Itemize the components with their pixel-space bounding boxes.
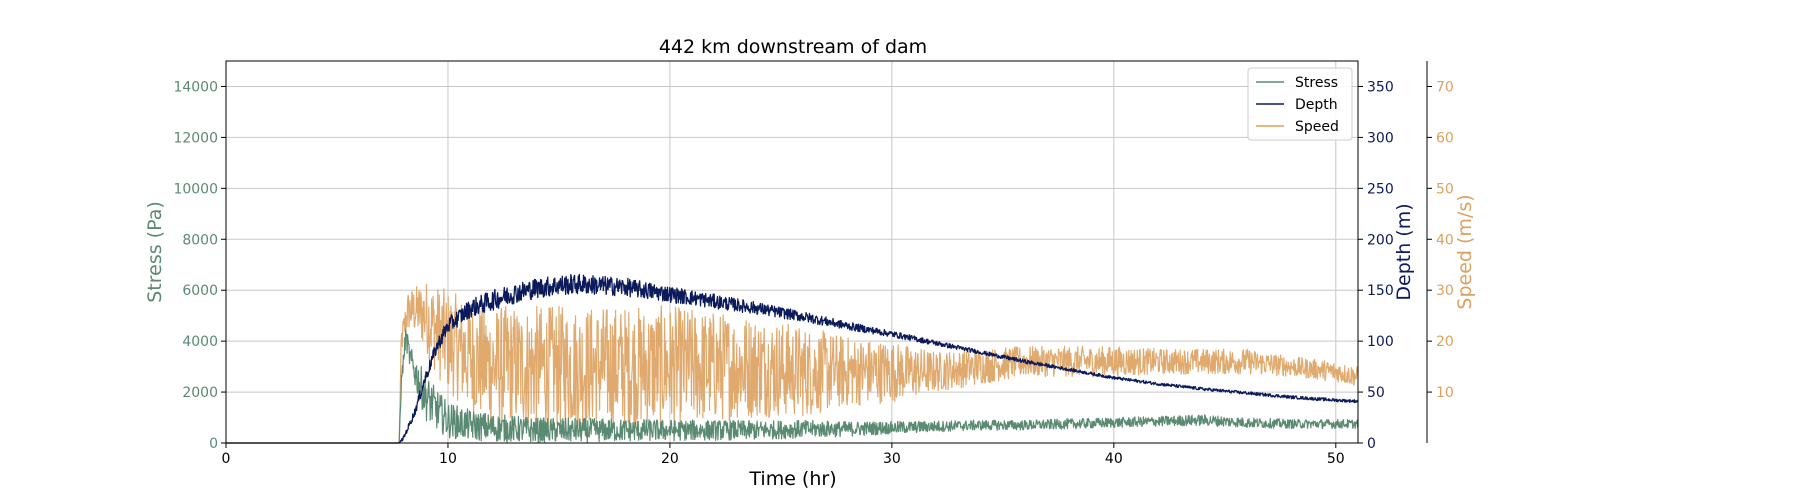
axes: 0 10 20 30 40 5002000400060008000100001200014… [144, 60, 1476, 467]
legend-label-speed: Speed [1295, 119, 1339, 135]
depth-tick-label: 350 [1367, 79, 1394, 95]
x-tick-label: 0 [222, 451, 231, 467]
stress-tick-label: 12000 [173, 130, 218, 146]
legend-box [1247, 67, 1353, 141]
depth-tick-label: 300 [1367, 130, 1394, 146]
x-axis-label: Time (hr) [748, 468, 836, 490]
depth-tick-label: 100 [1367, 334, 1394, 350]
stress-axis-label: Stress (Pa) [144, 201, 166, 303]
series-line-stress [225, 329, 1359, 444]
stress-tick-label: 0 [209, 436, 218, 452]
depth-tick-label: 50 [1367, 385, 1385, 401]
plot-frame [225, 60, 1359, 444]
speed-axis-label: Speed (m/s) [1454, 194, 1476, 309]
series-line-speed [225, 283, 1359, 444]
speed-tick-label: 40 [1436, 232, 1454, 248]
x-tick-label: 20 [661, 451, 679, 467]
stress-tick-label: 10000 [173, 181, 218, 197]
depth-tick-label: 250 [1367, 181, 1394, 197]
speed-tick-label: 70 [1436, 79, 1454, 95]
speed-tick-label: 50 [1436, 181, 1454, 197]
depth-tick-label: 150 [1367, 283, 1394, 299]
legend: Stress Depth Speed [1247, 67, 1353, 141]
stress-tick-label: 8000 [182, 232, 218, 248]
series-line-depth [225, 273, 1359, 444]
chart-title: 442 km downstream of dam [659, 36, 927, 58]
depth-axis-label: Depth (m) [1393, 203, 1415, 300]
depth-tick-label: 200 [1367, 232, 1394, 248]
stress-tick-label: 2000 [182, 385, 218, 401]
speed-tick-label: 30 [1436, 283, 1454, 299]
stress-tick-label: 6000 [182, 283, 218, 299]
depth-tick-label: 0 [1367, 436, 1376, 452]
legend-label-depth: Depth [1295, 97, 1338, 113]
speed-tick-label: 20 [1436, 334, 1454, 350]
series-layer [225, 273, 1359, 444]
legend-label-stress: Stress [1295, 75, 1338, 91]
speed-tick-label: 60 [1436, 130, 1454, 146]
stress-tick-label: 4000 [182, 334, 218, 350]
x-tick-label: 50 [1327, 451, 1345, 467]
x-tick-label: 30 [883, 451, 901, 467]
stress-tick-label: 14000 [173, 79, 218, 95]
x-tick-label: 10 [439, 451, 457, 467]
x-tick-label: 40 [1105, 451, 1123, 467]
speed-tick-label: 10 [1436, 385, 1454, 401]
